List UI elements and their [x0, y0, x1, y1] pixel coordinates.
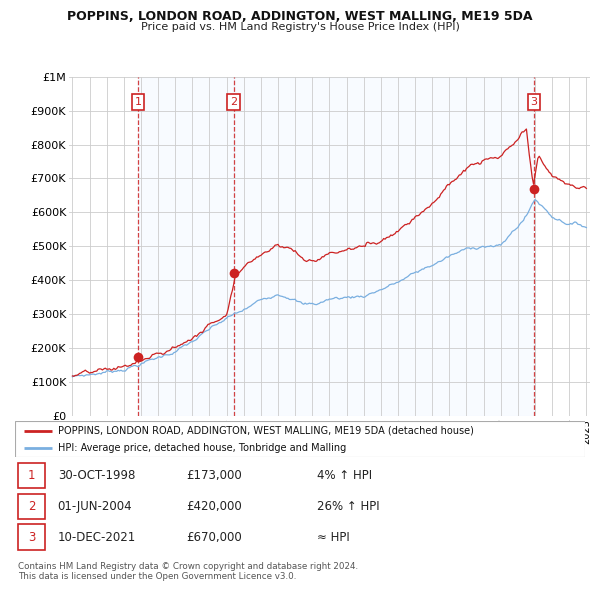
Text: Contains HM Land Registry data © Crown copyright and database right 2024.: Contains HM Land Registry data © Crown c…: [18, 562, 358, 571]
Text: 26% ↑ HPI: 26% ↑ HPI: [317, 500, 380, 513]
Text: This data is licensed under the Open Government Licence v3.0.: This data is licensed under the Open Gov…: [18, 572, 296, 581]
Text: £670,000: £670,000: [186, 530, 242, 543]
Text: Price paid vs. HM Land Registry's House Price Index (HPI): Price paid vs. HM Land Registry's House …: [140, 22, 460, 32]
Text: 2: 2: [28, 500, 35, 513]
Text: ≈ HPI: ≈ HPI: [317, 530, 350, 543]
Bar: [138, 77, 234, 416]
Text: 4% ↑ HPI: 4% ↑ HPI: [317, 469, 372, 482]
Bar: [18, 463, 45, 489]
Bar: [18, 494, 45, 519]
Text: 30-OCT-1998: 30-OCT-1998: [58, 469, 135, 482]
Text: 1: 1: [28, 469, 35, 482]
Bar: [18, 525, 45, 550]
Bar: [234, 77, 534, 416]
Text: 1: 1: [134, 97, 142, 107]
Text: HPI: Average price, detached house, Tonbridge and Malling: HPI: Average price, detached house, Tonb…: [58, 444, 346, 454]
Text: 3: 3: [530, 97, 538, 107]
Text: 10-DEC-2021: 10-DEC-2021: [58, 530, 136, 543]
Text: POPPINS, LONDON ROAD, ADDINGTON, WEST MALLING, ME19 5DA (detached house): POPPINS, LONDON ROAD, ADDINGTON, WEST MA…: [58, 425, 473, 435]
Text: 01-JUN-2004: 01-JUN-2004: [58, 500, 133, 513]
Text: POPPINS, LONDON ROAD, ADDINGTON, WEST MALLING, ME19 5DA: POPPINS, LONDON ROAD, ADDINGTON, WEST MA…: [67, 10, 533, 23]
Text: £173,000: £173,000: [186, 469, 242, 482]
Text: 2: 2: [230, 97, 238, 107]
Text: £420,000: £420,000: [186, 500, 242, 513]
Text: 3: 3: [28, 530, 35, 543]
